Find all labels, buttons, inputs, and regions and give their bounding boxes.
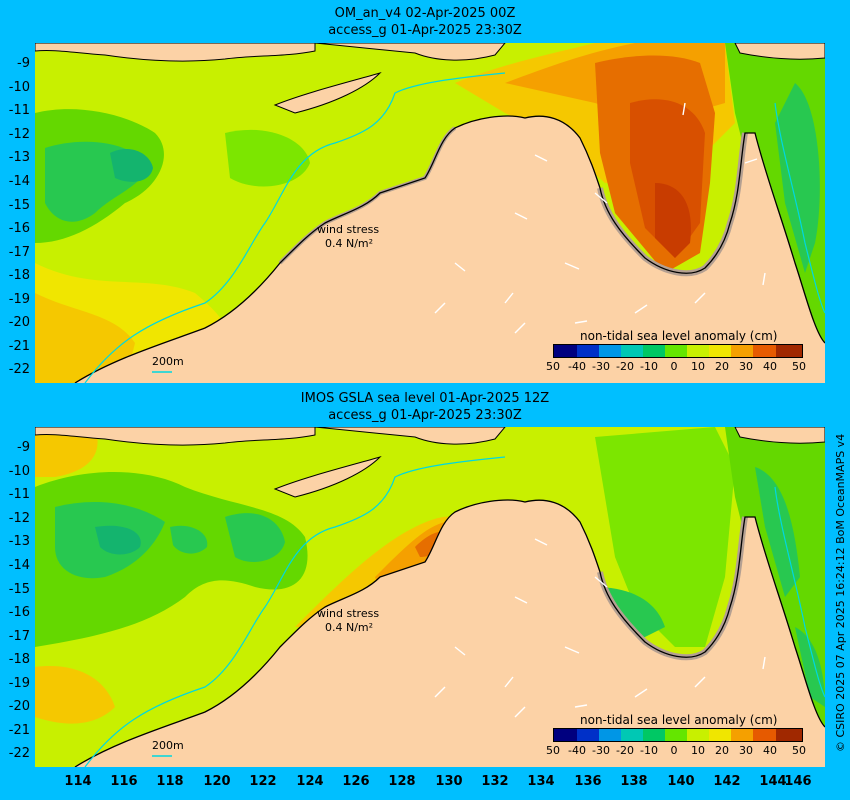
- lon-label: 116: [110, 774, 138, 789]
- lon-label: 114: [64, 774, 92, 789]
- top-title-line2: access_g 01-Apr-2025 23:30Z: [328, 23, 522, 38]
- top-isobath-label: 200m: [152, 355, 184, 368]
- top-lat-label: -17: [8, 245, 30, 260]
- top-lat-label: -22: [8, 362, 30, 377]
- top-wind-stress-label: wind stress: [317, 223, 380, 236]
- bottom-cbar-label: 30: [739, 744, 753, 757]
- top-wind-stress-value: 0.4 N/m²: [325, 237, 374, 250]
- bottom-lat-label: -15: [8, 582, 30, 597]
- top-cbar-label: 50: [792, 360, 806, 373]
- top-lat-label: -13: [8, 150, 30, 165]
- bottom-cbar-label: 0: [670, 744, 678, 757]
- top-lat-label: -9: [17, 56, 30, 71]
- top-cbar-label: -10: [640, 360, 658, 373]
- top-cbar-label: 0: [670, 360, 678, 373]
- top-cbar-label: 50: [546, 360, 560, 373]
- bottom-lat-label: -9: [17, 440, 30, 455]
- top-cbar-label: 10: [691, 360, 705, 373]
- bottom-lat-label: -22: [8, 746, 30, 761]
- top-cbar-label: 20: [715, 360, 729, 373]
- top-lat-label: -14: [8, 174, 30, 189]
- lon-label: 126: [342, 774, 370, 789]
- lon-label: 144: [759, 774, 787, 789]
- top-colorbar: [553, 344, 803, 358]
- bottom-lat-label: -20: [8, 699, 30, 714]
- bottom-lat-label: -12: [8, 511, 30, 526]
- credit-text: © CSIRO 2025 07 Apr 2025 16:24:12 BoM Oc…: [834, 433, 847, 752]
- lon-label: 120: [203, 774, 231, 789]
- bottom-colorbar-title: non-tidal sea level anomaly (cm): [580, 713, 778, 727]
- bottom-map-field: [35, 427, 825, 767]
- bottom-lat-label: -17: [8, 629, 30, 644]
- bottom-lat-label: -14: [8, 558, 30, 573]
- bottom-cbar-label: -20: [616, 744, 634, 757]
- lon-label: 146: [784, 774, 812, 789]
- bottom-cbar-label: -10: [640, 744, 658, 757]
- lon-label: 142: [713, 774, 741, 789]
- bottom-lat-label: -13: [8, 534, 30, 549]
- top-cbar-label: 30: [739, 360, 753, 373]
- lon-label: 132: [481, 774, 509, 789]
- lon-label: 124: [296, 774, 324, 789]
- lon-label: 118: [156, 774, 184, 789]
- bottom-cbar-label: 40: [763, 744, 777, 757]
- top-cbar-label: 40: [763, 360, 777, 373]
- bottom-cbar-label: 10: [691, 744, 705, 757]
- top-lat-label: -19: [8, 292, 30, 307]
- top-map: wind stress 0.4 N/m² 200m non-tidal sea …: [35, 43, 825, 383]
- bottom-colorbar: [553, 728, 803, 742]
- top-lat-label: -12: [8, 127, 30, 142]
- lon-label: 130: [435, 774, 463, 789]
- top-lat-label: -20: [8, 315, 30, 330]
- top-lat-label: -10: [8, 80, 30, 95]
- bottom-title-line1: IMOS GSLA sea level 01-Apr-2025 12Z: [300, 391, 550, 406]
- lon-label: 134: [527, 774, 555, 789]
- top-lat-label: -18: [8, 268, 30, 283]
- top-lat-label: -15: [8, 198, 30, 213]
- top-title-line1: OM_an_v4 02-Apr-2025 00Z: [334, 6, 516, 21]
- lon-label: 128: [388, 774, 416, 789]
- bottom-cbar-label: 20: [715, 744, 729, 757]
- bottom-isobath-label: 200m: [152, 739, 184, 752]
- top-map-field: [35, 43, 825, 383]
- bottom-lat-label: -16: [8, 605, 30, 620]
- top-lat-label: -16: [8, 221, 30, 236]
- top-cbar-label: -30: [592, 360, 610, 373]
- top-lat-label: -21: [8, 339, 30, 354]
- bottom-lat-label: -18: [8, 652, 30, 667]
- bottom-lat-label: -19: [8, 676, 30, 691]
- bottom-wind-stress-label: wind stress: [317, 607, 380, 620]
- bottom-wind-stress-value: 0.4 N/m²: [325, 621, 374, 634]
- top-colorbar-title: non-tidal sea level anomaly (cm): [580, 329, 778, 343]
- bottom-lat-label: -21: [8, 723, 30, 738]
- top-cbar-label: -40: [568, 360, 586, 373]
- bottom-lat-label: -11: [8, 487, 30, 502]
- bottom-lat-label: -10: [8, 464, 30, 479]
- bottom-title-line2: access_g 01-Apr-2025 23:30Z: [328, 408, 522, 423]
- bottom-map: wind stress 0.4 N/m² 200m non-tidal sea …: [35, 427, 825, 767]
- bottom-cbar-label: 50: [546, 744, 560, 757]
- bottom-cbar-label: -40: [568, 744, 586, 757]
- top-cbar-label: -20: [616, 360, 634, 373]
- lon-label: 122: [249, 774, 277, 789]
- lon-label: 136: [574, 774, 602, 789]
- lon-label: 138: [620, 774, 648, 789]
- top-lat-label: -11: [8, 103, 30, 118]
- bottom-cbar-label: 50: [792, 744, 806, 757]
- lon-label: 140: [667, 774, 695, 789]
- bottom-cbar-label: -30: [592, 744, 610, 757]
